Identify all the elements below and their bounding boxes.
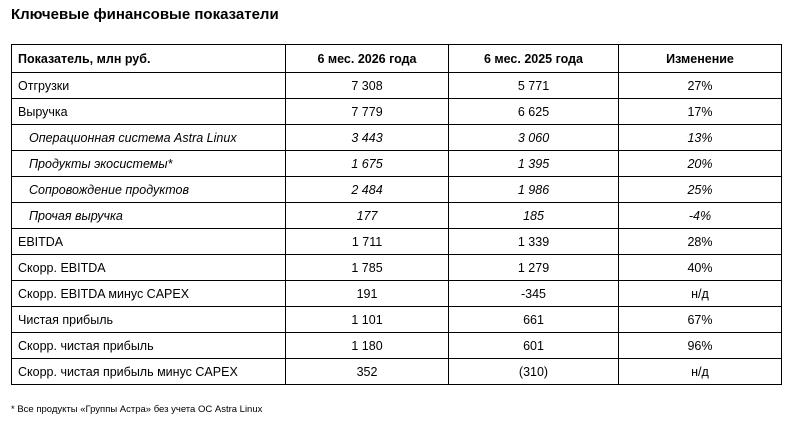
value-2025: -345	[448, 280, 619, 307]
table-row: Скорр. чистая прибыль минус CAPEX 352 (310…	[11, 358, 782, 385]
value-2025: 185	[448, 202, 619, 229]
change-value: -4%	[618, 202, 782, 229]
value-2026: 3 443	[285, 124, 449, 151]
value-2025: 3 060	[448, 124, 619, 151]
header-2026: 6 мес. 2026 года	[285, 44, 449, 73]
table-row: Отгрузки 7 308 5 771 27%	[11, 72, 782, 99]
change-value: н/д	[618, 280, 782, 307]
footnote: * Все продукты «Группы Астра» без учета …	[11, 404, 263, 415]
table-row: Операционная система Astra Linux 3 443 3 0…	[11, 124, 782, 151]
row-label: Продукты экосистемы*	[11, 150, 286, 177]
table-row: Выручка 7 779 6 625 17%	[11, 98, 782, 125]
value-2025: 6 625	[448, 98, 619, 125]
change-value: 27%	[618, 72, 782, 99]
value-2025: 1 986	[448, 176, 619, 203]
header-change: Изменение	[618, 44, 782, 73]
value-2025: 661	[448, 306, 619, 333]
change-value: 40%	[618, 254, 782, 281]
table-header-row: Показатель, млн руб. 6 мес. 2026 года 6 …	[11, 44, 782, 73]
value-2026: 1 180	[285, 332, 449, 359]
table-row: Скорр. EBITDA 1 785 1 279 40%	[11, 254, 782, 281]
value-2026: 1 101	[285, 306, 449, 333]
table-row: Сопровождение продуктов 2 484 1 986 25%	[11, 176, 782, 203]
change-value: 25%	[618, 176, 782, 203]
row-label: Прочая выручка	[11, 202, 286, 229]
table-row: Прочая выручка 177 185 -4%	[11, 202, 782, 229]
value-2026: 1 785	[285, 254, 449, 281]
row-label: Скорр. EBITDA минус CAPEX	[11, 280, 286, 307]
value-2025: 5 771	[448, 72, 619, 99]
row-label: Чистая прибыль	[11, 306, 286, 333]
value-2025: 1 395	[448, 150, 619, 177]
change-value: 20%	[618, 150, 782, 177]
change-value: 17%	[618, 98, 782, 125]
change-value: 28%	[618, 228, 782, 255]
value-2026: 1 675	[285, 150, 449, 177]
value-2026: 177	[285, 202, 449, 229]
table-row: Чистая прибыль 1 101 661 67%	[11, 306, 782, 333]
change-value: 67%	[618, 306, 782, 333]
value-2026: 7 308	[285, 72, 449, 99]
table-row: Скорр. чистая прибыль 1 180 601 96%	[11, 332, 782, 359]
change-value: н/д	[618, 358, 782, 385]
row-label: Скорр. чистая прибыль	[11, 332, 286, 359]
header-indicator: Показатель, млн руб.	[11, 44, 286, 73]
table-row: Продукты экосистемы* 1 675 1 395 20%	[11, 150, 782, 177]
table-body: Отгрузки 7 308 5 771 27% Выручка 7 779 6 625 17…	[11, 72, 782, 385]
row-label: Отгрузки	[11, 72, 286, 99]
row-label: Выручка	[11, 98, 286, 125]
row-label: Сопровождение продуктов	[11, 176, 286, 203]
value-2026: 352	[285, 358, 449, 385]
table-row: EBITDA 1 711 1 339 28%	[11, 228, 782, 255]
value-2026: 1 711	[285, 228, 449, 255]
change-value: 13%	[618, 124, 782, 151]
row-label: EBITDA	[11, 228, 286, 255]
value-2025: (310)	[448, 358, 619, 385]
table-row: Скорр. EBITDA минус CAPEX 191 -345 н/д	[11, 280, 782, 307]
page-title: Ключевые финансовые показатели	[11, 6, 279, 23]
header-2025: 6 мес. 2025 года	[448, 44, 619, 73]
row-label: Скорр. EBITDA	[11, 254, 286, 281]
change-value: 96%	[618, 332, 782, 359]
value-2026: 191	[285, 280, 449, 307]
row-label: Операционная система Astra Linux	[11, 124, 286, 151]
value-2025: 601	[448, 332, 619, 359]
financial-table: Показатель, млн руб. 6 мес. 2026 года 6 …	[11, 44, 782, 385]
value-2026: 2 484	[285, 176, 449, 203]
value-2025: 1 279	[448, 254, 619, 281]
row-label: Скорр. чистая прибыль минус CAPEX	[11, 358, 286, 385]
value-2025: 1 339	[448, 228, 619, 255]
value-2026: 7 779	[285, 98, 449, 125]
